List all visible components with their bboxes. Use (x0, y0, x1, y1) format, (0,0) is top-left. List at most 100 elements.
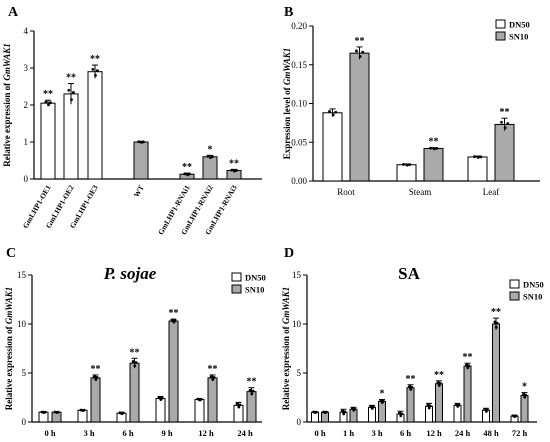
y-tick-label: 0.10 (291, 99, 307, 109)
replicate-point (432, 147, 436, 151)
replicate-point (506, 122, 510, 125)
legend-swatch (509, 291, 520, 301)
replicate-point (235, 402, 239, 406)
legend-label: SN10 (509, 32, 528, 42)
x-tick-label: 72 h (512, 428, 528, 438)
replicate-point (248, 388, 252, 392)
significance-label: ** (434, 370, 444, 381)
replicate-point (436, 381, 440, 385)
replicate-point (67, 88, 71, 92)
legend-swatch (231, 272, 242, 282)
significance-label: ** (208, 364, 218, 375)
replicate-point (473, 155, 476, 159)
replicate-point (493, 320, 497, 324)
significance-label: ** (463, 352, 473, 363)
bar (246, 391, 257, 423)
y-tick-label: 3 (24, 63, 29, 73)
bar (207, 377, 218, 423)
legend-label: DN50 (245, 273, 266, 283)
bar (406, 387, 415, 423)
y-tick-label: 0 (297, 417, 302, 427)
replicate-point (251, 389, 255, 393)
replicate-point (211, 155, 214, 158)
bar (453, 404, 462, 423)
replicate-point (503, 126, 507, 130)
replicate-point (467, 364, 471, 368)
y-axis-label: Relative expression of GmWAK1 (281, 287, 291, 410)
bar (90, 377, 101, 423)
replicate-point (402, 163, 405, 166)
replicate-point (353, 407, 357, 411)
legend-swatch (495, 31, 506, 41)
y-tick-label: 0.00 (291, 176, 307, 186)
significance-label: * (522, 382, 527, 393)
y-tick-label: 0.05 (291, 137, 307, 147)
replicate-point (314, 410, 318, 414)
bar (467, 156, 488, 182)
significance-label: ** (491, 307, 501, 318)
replicate-point (199, 397, 203, 401)
bar (349, 52, 370, 182)
panel-label: D (284, 246, 294, 261)
replicate-point (500, 120, 503, 124)
x-tick-label: 1 h (343, 428, 354, 438)
x-tick-label: 0 h (314, 428, 325, 438)
bar (155, 397, 166, 423)
replicate-point (82, 408, 86, 412)
y-tick-label: 10 (292, 319, 302, 329)
bar (423, 147, 444, 182)
replicate-point (160, 396, 164, 400)
legend-label: DN50 (509, 20, 530, 30)
replicate-point (95, 376, 99, 379)
replicate-point (522, 393, 525, 396)
y-tick-label: 2 (24, 100, 29, 110)
replicate-point (235, 168, 238, 172)
replicate-point (94, 73, 97, 77)
panel-label: C (6, 246, 16, 261)
replicate-point (250, 392, 254, 396)
y-tick-label: 15 (17, 270, 27, 280)
replicate-point (428, 404, 432, 408)
legend-label: SN10 (245, 285, 264, 295)
replicate-point (435, 146, 439, 150)
x-tick-label: 24 h (237, 428, 253, 438)
replicate-point (495, 321, 499, 325)
x-tick-label: 6 h (122, 428, 133, 438)
replicate-point (94, 378, 98, 381)
replicate-point (142, 140, 145, 144)
significance-label: ** (130, 347, 140, 358)
replicate-point (398, 411, 401, 415)
x-tick-label: 3 h (83, 428, 94, 438)
significance-label: ** (169, 308, 179, 319)
bar (463, 365, 472, 423)
significance-label: ** (406, 374, 416, 385)
bar (520, 395, 529, 423)
y-axis-label: Relative expression of GmWAK1 (2, 43, 12, 166)
replicate-point (400, 412, 404, 416)
bar (194, 398, 205, 423)
replicate-point (49, 101, 52, 105)
bar (40, 102, 56, 180)
legend-swatch (495, 19, 506, 29)
significance-label: * (380, 388, 385, 399)
significance-label: ** (182, 162, 192, 173)
replicate-point (209, 375, 213, 379)
replicate-point (334, 110, 338, 114)
replicate-point (514, 414, 518, 418)
replicate-point (410, 385, 414, 389)
replicate-point (476, 156, 480, 159)
replicate-point (341, 409, 344, 413)
x-tick-label: Leaf (483, 187, 499, 197)
replicate-point (465, 363, 468, 367)
replicate-point (206, 154, 210, 158)
bar (494, 123, 515, 182)
y-axis-label: Expression level of GmWAK1 (282, 48, 292, 159)
replicate-point (157, 396, 161, 400)
panel-label: A (8, 5, 19, 20)
bar (129, 362, 140, 423)
significance-label: * (208, 144, 213, 155)
replicate-point (361, 50, 365, 54)
replicate-point (47, 103, 50, 107)
replicate-point (331, 113, 335, 117)
bar (435, 383, 443, 423)
